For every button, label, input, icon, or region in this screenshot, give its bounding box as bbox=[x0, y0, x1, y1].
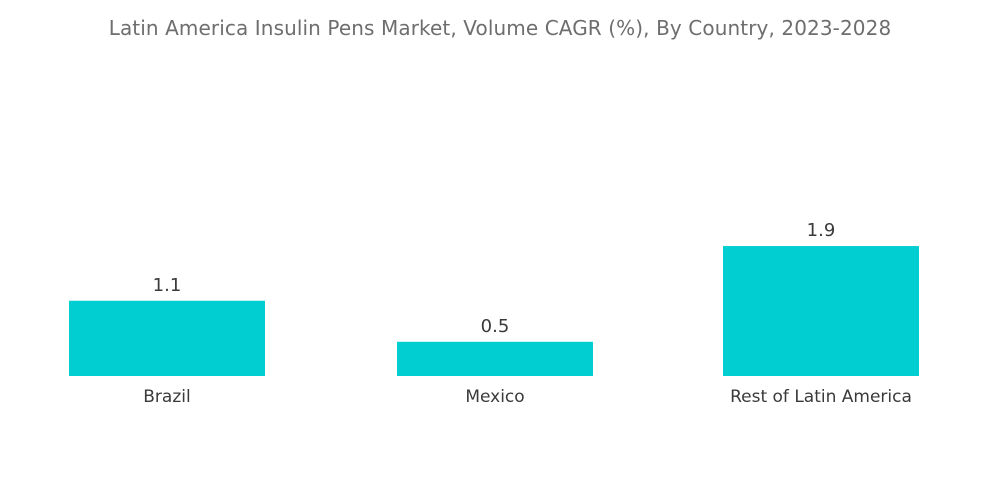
bar-value-label: 1.1 bbox=[153, 275, 182, 296]
bar-brazil bbox=[69, 300, 265, 376]
chart-title: Latin America Insulin Pens Market, Volum… bbox=[108, 16, 892, 40]
category-label: Rest of Latin America bbox=[730, 387, 912, 407]
category-label: Brazil bbox=[143, 387, 190, 407]
category-label: Mexico bbox=[465, 387, 524, 407]
bar-value-label: 0.5 bbox=[481, 316, 510, 337]
bar-rest-of-latin-america bbox=[723, 246, 919, 376]
bar-mexico bbox=[397, 341, 593, 376]
bar-value-label: 1.9 bbox=[807, 220, 836, 241]
